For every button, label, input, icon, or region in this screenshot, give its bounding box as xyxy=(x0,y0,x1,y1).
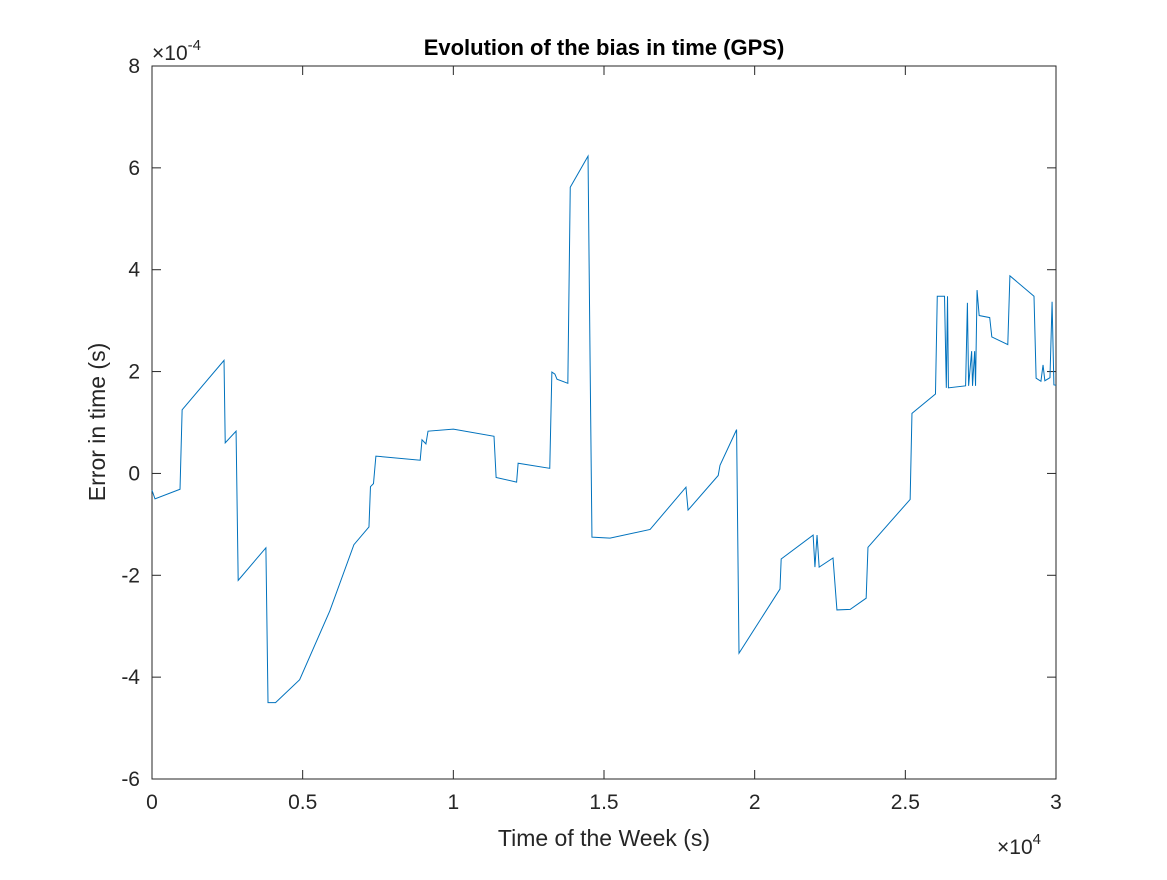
y-tick-label: 2 xyxy=(128,361,140,384)
x-tick-label: 2.5 xyxy=(891,791,920,814)
y-tick-label: 4 xyxy=(128,259,140,282)
y-multiplier-exponent: -4 xyxy=(188,37,201,54)
x-axis-label: Time of the Week (s) xyxy=(498,825,710,851)
y-multiplier: ×10-4 xyxy=(152,37,201,65)
y-tick-label: -6 xyxy=(121,768,140,791)
y-axis-label: Error in time (s) xyxy=(84,343,110,501)
y-tick-label: 6 xyxy=(128,157,140,180)
y-tick-label: -4 xyxy=(121,666,140,689)
y-tick-label: 8 xyxy=(128,55,140,78)
y-tick-label: 0 xyxy=(128,462,140,485)
x-tick-label: 0 xyxy=(146,791,158,814)
data-line xyxy=(151,154,1057,704)
x-multiplier: ×104 xyxy=(997,831,1041,859)
x-tick-label: 1.5 xyxy=(589,791,618,814)
chart-title: Evolution of the bias in time (GPS) xyxy=(424,35,785,60)
x-multiplier-exponent: 4 xyxy=(1033,831,1041,848)
x-tick-label: 1 xyxy=(447,791,459,814)
x-tick-label: 3 xyxy=(1050,791,1062,814)
x-tick-label: 0.5 xyxy=(288,791,317,814)
x-tick-label: 2 xyxy=(749,791,761,814)
y-tick-label: -2 xyxy=(121,564,140,587)
x-multiplier-base: ×10 xyxy=(997,836,1033,859)
y-multiplier-base: ×10 xyxy=(152,42,188,65)
axes-box xyxy=(151,65,1057,780)
